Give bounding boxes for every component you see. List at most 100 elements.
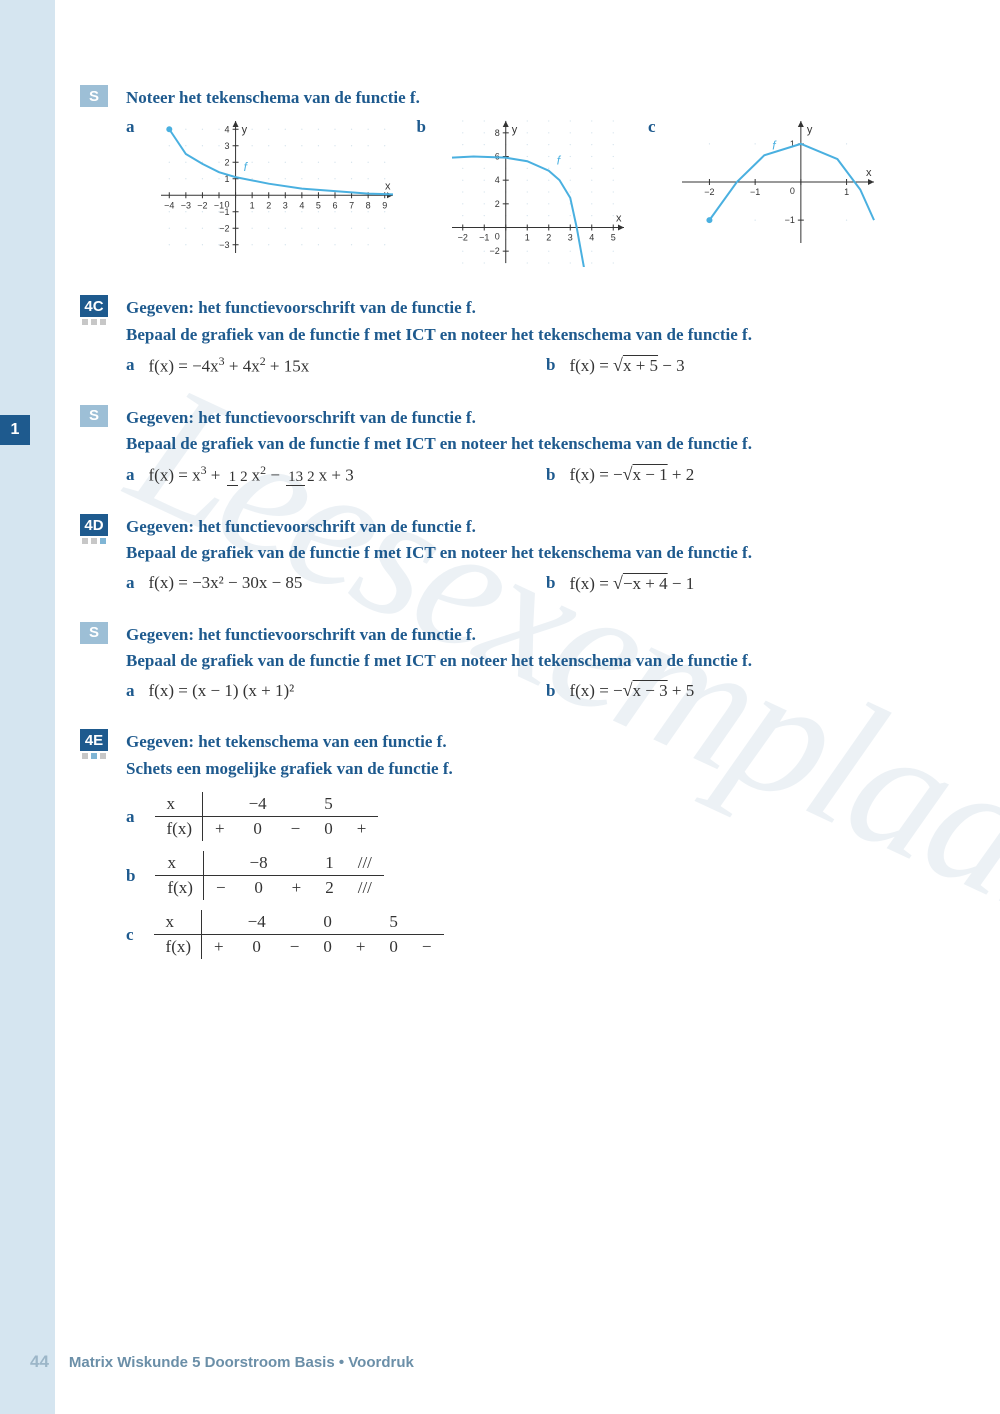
badge-s2: S [80,405,108,427]
label-b: b [546,465,555,485]
svg-text:2: 2 [266,201,271,211]
line1: Gegeven: het functievoorschrift van de f… [126,295,940,321]
svg-text:f: f [557,154,562,168]
page-root: 1 Leesexemplaar S Noteer het tekenschema… [0,0,1000,1414]
line2: Bepaal de grafiek van de functie f met I… [126,540,940,566]
svg-text:y: y [806,124,812,136]
sub-label-b: b [417,117,426,267]
svg-text:x: x [385,181,391,193]
svg-text:3: 3 [224,141,229,151]
svg-text:y: y [241,124,247,136]
prompt-text: Noteer het tekenschema van de functie f. [126,85,940,111]
svg-text:8: 8 [365,201,370,211]
line1: Gegeven: het functievoorschrift van de f… [126,622,940,648]
svg-text:0: 0 [495,232,500,242]
svg-text:3: 3 [568,233,573,243]
svg-text:−3: −3 [180,201,190,211]
svg-text:5: 5 [315,201,320,211]
svg-text:f: f [772,139,777,153]
difficulty-dots [80,753,108,759]
formula-s3-b: f(x) = −√x − 3 + 5 [569,680,694,701]
svg-text:2: 2 [224,158,229,168]
svg-text:4: 4 [299,201,304,211]
svg-text:x: x [866,167,872,179]
svg-text:3: 3 [282,201,287,211]
svg-text:−2: −2 [458,233,468,243]
svg-text:0: 0 [789,186,794,196]
sub-label-c: c [648,117,656,247]
label-a: a [126,681,135,701]
sign-tables: ax−45f(x)+0−0+bx−81///f(x)−0+2///cx−405f… [126,792,940,959]
badge-s3: S [80,622,108,644]
line2: Bepaal de grafiek van de functie f met I… [126,431,940,457]
label-b: b [546,355,555,375]
svg-text:f: f [243,160,248,174]
chart-b: −2−112345−224680xyf [448,117,628,267]
difficulty-dots [80,319,108,325]
svg-text:−4: −4 [164,201,174,211]
svg-text:4: 4 [224,125,229,135]
formula-s3-a: f(x) = (x − 1) (x + 1)² [149,681,295,701]
badge-4d: 4D [80,514,108,536]
exercise-4e: 4E Gegeven: het tekenschema van een func… [80,729,940,959]
line2: Bepaal de grafiek van de functie f met I… [126,648,940,674]
formula-4d-b: f(x) = √−x + 4 − 1 [569,573,694,594]
svg-text:5: 5 [611,233,616,243]
svg-text:9: 9 [382,201,387,211]
svg-text:4: 4 [495,176,500,186]
svg-text:6: 6 [332,201,337,211]
page-number: 44 [30,1352,49,1372]
footer-text: Matrix Wiskunde 5 Doorstroom Basis • Voo… [69,1354,414,1371]
line1: Gegeven: het tekenschema van een functie… [126,729,940,755]
svg-text:−2: −2 [197,201,207,211]
line2: Bepaal de grafiek van de functie f met I… [126,322,940,348]
sub-label-a: a [126,117,135,257]
badge-4c: 4C [80,295,108,317]
svg-text:−2: −2 [489,247,499,257]
formula-s2-a: f(x) = x3 + 12x2 − 132x + 3 [149,463,354,486]
svg-text:8: 8 [495,128,500,138]
svg-text:−3: −3 [219,240,229,250]
svg-text:0: 0 [224,200,229,210]
chapter-tab: 1 [0,415,30,445]
chart-c: −2−11−110xyf [678,117,878,247]
badge-4e: 4E [80,729,108,751]
svg-text:−2: −2 [219,224,229,234]
line1: Gegeven: het functievoorschrift van de f… [126,514,940,540]
content-area: S Noteer het tekenschema van de functie … [80,85,940,987]
svg-text:1: 1 [525,233,530,243]
label-b: b [546,573,555,593]
formula-4c-a: f(x) = −4x3 + 4x2 + 15x [149,354,310,377]
svg-text:2: 2 [546,233,551,243]
svg-text:−1: −1 [479,233,489,243]
exercise-4d: 4D Gegeven: het functievoorschrift van d… [80,514,940,594]
formula-4d-a: f(x) = −3x² − 30x − 85 [149,573,303,593]
label-a: a [126,355,135,375]
svg-text:−2: −2 [704,187,714,197]
line2: Schets een mogelijke grafiek van de func… [126,756,940,782]
difficulty-dots [80,538,108,544]
svg-text:−1: −1 [750,187,760,197]
svg-text:y: y [512,124,518,136]
exercise-s2: S Gegeven: het functievoorschrift van de… [80,405,940,486]
chart-a: −4−3−2−1123456789−3−2−112340xyf [157,117,397,257]
label-b: b [546,681,555,701]
badge-s: S [80,85,108,107]
formula-s2-b: f(x) = −√x − 1 + 2 [569,464,694,485]
sidebar-band [0,0,55,1414]
line1: Gegeven: het functievoorschrift van de f… [126,405,940,431]
footer: 44 Matrix Wiskunde 5 Doorstroom Basis • … [30,1352,940,1372]
exercise-s-top: S Noteer het tekenschema van de functie … [80,85,940,267]
svg-text:1: 1 [844,187,849,197]
svg-text:7: 7 [349,201,354,211]
svg-text:4: 4 [589,233,594,243]
svg-text:1: 1 [249,201,254,211]
svg-text:−1: −1 [784,215,794,225]
svg-text:x: x [616,213,622,225]
label-a: a [126,573,135,593]
label-a: a [126,465,135,485]
exercise-4c: 4C Gegeven: het functievoorschrift van d… [80,295,940,376]
formula-4c-b: f(x) = √x + 5 − 3 [569,355,684,376]
svg-text:2: 2 [495,199,500,209]
exercise-s3: S Gegeven: het functievoorschrift van de… [80,622,940,702]
